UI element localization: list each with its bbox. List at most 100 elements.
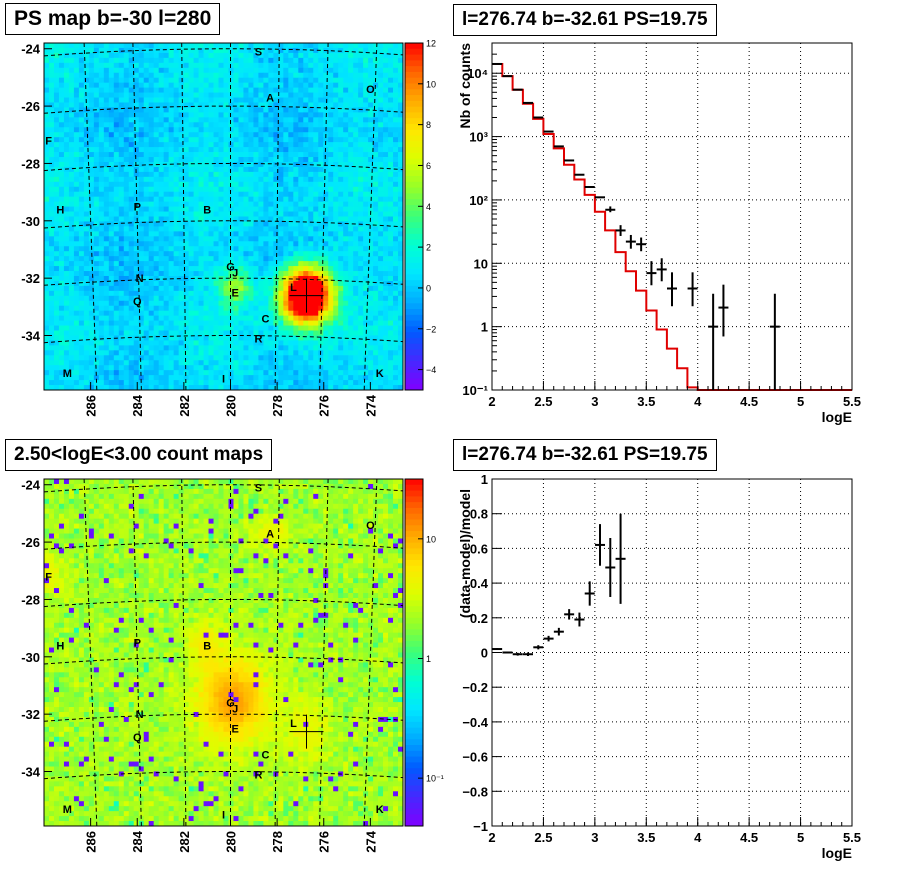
- heatmap-cell: [318, 112, 324, 118]
- heatmap-cell: [378, 290, 384, 297]
- heatmap-cell: [88, 137, 95, 143]
- heatmap-cell: [333, 122, 339, 128]
- heatmap-cell: [183, 147, 189, 153]
- heatmap-cell: [173, 127, 180, 133]
- heatmap-cell: [213, 152, 219, 158]
- heatmap-cell: [78, 166, 85, 173]
- heatmap-cell: [263, 290, 269, 297]
- heatmap-cell: [338, 231, 344, 237]
- heatmap-cell: [188, 161, 194, 168]
- heatmap-cell: [278, 320, 284, 326]
- heatmap-cell: [388, 226, 394, 232]
- heatmap-cell: [63, 241, 70, 247]
- heatmap-cell: [58, 275, 65, 282]
- heatmap-cell: [208, 147, 214, 153]
- heatmap-cell: [238, 360, 244, 366]
- heatmap-cell: [308, 117, 314, 123]
- heatmap-cell: [193, 275, 199, 282]
- heatmap-cell: [328, 370, 334, 376]
- heatmap-cell: [58, 112, 65, 118]
- heatmap-cell: [53, 256, 60, 262]
- heatmap-cell: [268, 325, 274, 331]
- heatmap-cell: [378, 340, 384, 346]
- heatmap-cell: [123, 350, 130, 356]
- heatmap-cell: [303, 310, 309, 317]
- heatmap-cell: [348, 370, 354, 376]
- heatmap-cell: [63, 315, 70, 321]
- heatmap-cell: [78, 72, 85, 79]
- heatmap-cell: [338, 191, 344, 198]
- heatmap-cell: [203, 112, 209, 118]
- heatmap-cell: [168, 117, 175, 123]
- heatmap-cell: [303, 132, 309, 138]
- heatmap-cell: [303, 256, 309, 262]
- heatmap-cell: [193, 241, 199, 247]
- heatmap-cell: [188, 300, 194, 307]
- heatmap-cell: [283, 191, 289, 198]
- heatmap-cell: [348, 102, 354, 108]
- heatmap-cell: [223, 161, 229, 168]
- heatmap-cell: [268, 127, 274, 133]
- heatmap-cell: [198, 241, 204, 247]
- heatmap-cell: [278, 340, 284, 346]
- heatmap-cell: [213, 305, 219, 312]
- heatmap-cell: [273, 365, 279, 371]
- heatmap-cell: [128, 216, 135, 222]
- heatmap-cell: [103, 271, 110, 277]
- heatmap-cell: [44, 330, 50, 336]
- heatmap-cell: [393, 137, 399, 143]
- heatmap-cell: [158, 310, 165, 317]
- heatmap-cell: [73, 82, 80, 89]
- heatmap-cell: [318, 266, 324, 272]
- heatmap-cell: [333, 241, 339, 247]
- heatmap-cell: [278, 186, 284, 193]
- heatmap-cell: [323, 206, 329, 212]
- heatmap-cell: [283, 261, 289, 267]
- heatmap-cell: [313, 340, 319, 346]
- heatmap-cell: [153, 340, 160, 346]
- heatmap-cell: [68, 385, 75, 391]
- heatmap-cell: [228, 52, 234, 59]
- heatmap-cell: [283, 166, 289, 173]
- heatmap-cell: [233, 221, 239, 227]
- heatmap-cell: [393, 97, 399, 103]
- heatmap-cell: [88, 132, 95, 138]
- heatmap-cell: [193, 305, 199, 312]
- heatmap-cell: [58, 191, 65, 198]
- heatmap-cell: [68, 335, 75, 341]
- heatmap-cell: [73, 52, 80, 59]
- heatmap-cell: [213, 117, 219, 123]
- heatmap-cell: [133, 221, 140, 227]
- heatmap-cell: [53, 221, 60, 227]
- heatmap-cell: [63, 77, 70, 84]
- heatmap-cell: [93, 62, 100, 69]
- heatmap-cell: [108, 221, 115, 227]
- heatmap-cell: [378, 47, 384, 54]
- heatmap-cell: [273, 152, 279, 158]
- heatmap-cell: [113, 221, 120, 227]
- heatmap-cell: [268, 147, 274, 153]
- heatmap-cell: [218, 320, 224, 326]
- heatmap-cell: [278, 206, 284, 212]
- heatmap-cell: [143, 315, 150, 321]
- heatmap-cell: [168, 340, 175, 346]
- heatmap-cell: [163, 231, 170, 237]
- heatmap-cell: [293, 157, 299, 163]
- heatmap-cell: [188, 221, 194, 227]
- heatmap-cell: [203, 330, 209, 336]
- heatmap-cell: [198, 360, 204, 366]
- heatmap-cell: [273, 355, 279, 361]
- heatmap-cell: [358, 345, 364, 351]
- heatmap-cell: [213, 72, 219, 79]
- heatmap-cell: [323, 176, 329, 183]
- heatmap-cell: [293, 251, 299, 257]
- heatmap-cell: [318, 211, 324, 217]
- heatmap-cell: [293, 325, 299, 331]
- heatmap-cell: [233, 216, 239, 222]
- heatmap-cell: [93, 112, 100, 118]
- heatmap-cell: [243, 365, 249, 371]
- heatmap-cell: [148, 137, 155, 143]
- heatmap-cell: [88, 350, 95, 356]
- heatmap-cell: [83, 295, 90, 302]
- heatmap-cell: [213, 137, 219, 143]
